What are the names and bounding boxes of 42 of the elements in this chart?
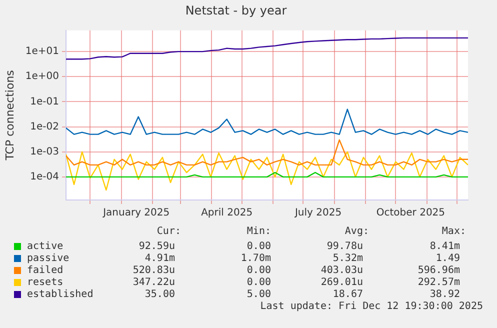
x-tick-label: October 2025 (376, 208, 446, 219)
x-tick-label: July 2025 (294, 208, 342, 219)
text: Min: (246, 226, 271, 237)
y-axis-title: TCP connections (3, 70, 16, 162)
text: 92.59u (138, 241, 175, 252)
text: Last update: Fri Dec 12 19:30:00 2025 (260, 301, 483, 312)
text: 5.00 (246, 289, 271, 300)
text: 292.57m (418, 277, 460, 288)
x-tick-label: April 2025 (201, 208, 253, 219)
text: Max: (442, 226, 466, 237)
y-tick-label: 1e-01 (30, 96, 59, 108)
text: 8.41m (430, 241, 460, 252)
y-tick-label: 1e+01 (25, 46, 59, 58)
text: 0.00 (246, 277, 271, 288)
y-tick-label: 1e-02 (30, 121, 59, 132)
legend-label: failed (27, 265, 64, 276)
x-tick-label: January 2025 (102, 208, 170, 219)
text: 1.49 (436, 253, 460, 264)
chart-title: Netstat - by year (185, 3, 287, 18)
legend-label: established (27, 289, 94, 300)
text: 18.67 (332, 289, 363, 300)
text: 1.70m (240, 253, 271, 264)
y-tick-label: 1e+00 (25, 71, 59, 82)
text: 520.83u (132, 265, 175, 276)
text: 596.96m (418, 265, 460, 276)
legend-label: passive (27, 253, 70, 264)
text: 269.01u (320, 277, 363, 288)
legend-label: resets (27, 277, 64, 288)
y-tick-label: 1e-04 (30, 172, 59, 183)
text: Avg: (344, 226, 369, 237)
text: Cur: (156, 226, 181, 237)
text: 5.32m (332, 253, 363, 264)
text: 35.00 (144, 289, 175, 300)
text: 0.00 (246, 241, 271, 252)
y-tick-label: 1e-03 (30, 146, 59, 158)
text: 0.00 (246, 265, 271, 276)
text: 4.91m (144, 253, 175, 264)
text: 347.22u (132, 277, 175, 288)
text: 403.03u (320, 265, 363, 276)
text: 99.78u (326, 241, 363, 252)
text: 38.92 (430, 289, 460, 300)
legend-label: active (27, 241, 64, 252)
